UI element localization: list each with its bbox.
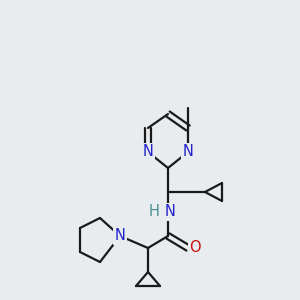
- Text: H: H: [148, 205, 159, 220]
- Text: N: N: [142, 145, 153, 160]
- Text: O: O: [189, 241, 201, 256]
- Text: N: N: [115, 229, 125, 244]
- Text: N: N: [165, 205, 176, 220]
- Text: N: N: [183, 145, 194, 160]
